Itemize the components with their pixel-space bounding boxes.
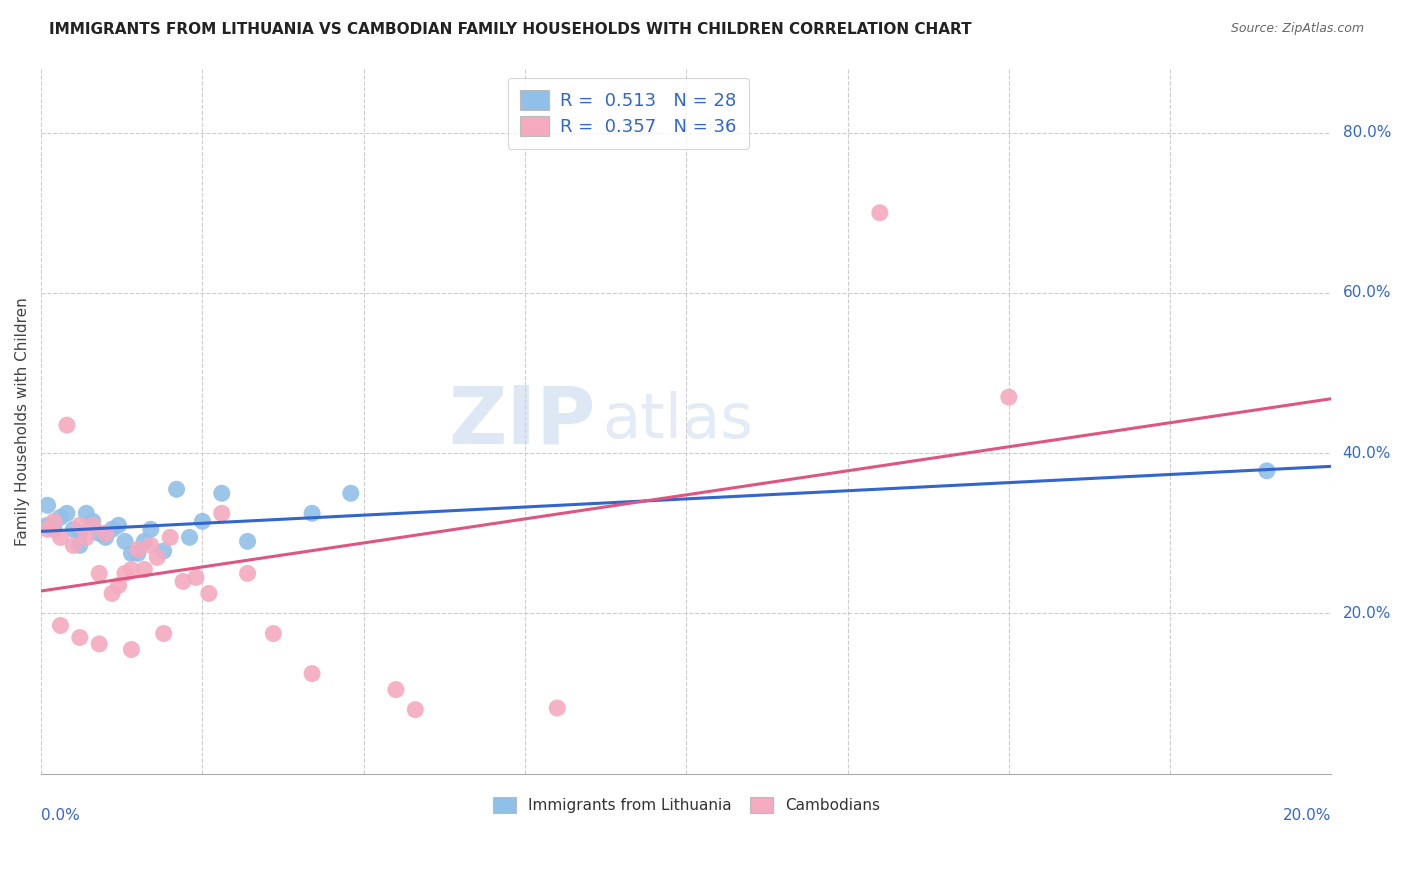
Point — [62, 538, 84, 552]
Point — [301, 666, 323, 681]
Point — [69, 538, 91, 552]
Point — [101, 586, 124, 600]
Text: Source: ZipAtlas.com: Source: ZipAtlas.com — [1230, 22, 1364, 36]
Point — [37, 518, 59, 533]
Point — [211, 506, 233, 520]
Point — [114, 566, 136, 581]
Text: 20.0%: 20.0% — [1284, 808, 1331, 823]
Point — [42, 522, 65, 536]
Point — [69, 518, 91, 533]
Point — [152, 626, 174, 640]
Point — [75, 530, 97, 544]
Point — [998, 390, 1021, 404]
Point — [166, 482, 188, 496]
Point — [134, 562, 156, 576]
Point — [179, 530, 201, 544]
Point — [89, 566, 111, 581]
Point — [120, 546, 142, 560]
Point — [120, 562, 142, 576]
Text: atlas: atlas — [602, 391, 754, 451]
Point — [172, 574, 194, 589]
Point — [339, 486, 361, 500]
Point — [56, 506, 79, 520]
Point — [159, 530, 181, 544]
Point — [134, 534, 156, 549]
Point — [191, 514, 214, 528]
Point — [236, 534, 259, 549]
Point — [146, 550, 169, 565]
Point — [75, 506, 97, 520]
Legend: Immigrants from Lithuania, Cambodians: Immigrants from Lithuania, Cambodians — [486, 791, 886, 819]
Text: 0.0%: 0.0% — [41, 808, 80, 823]
Text: 20.0%: 20.0% — [1343, 606, 1391, 621]
Point — [94, 526, 117, 541]
Point — [56, 418, 79, 433]
Point — [94, 530, 117, 544]
Text: 60.0%: 60.0% — [1343, 285, 1391, 301]
Point — [49, 510, 72, 524]
Point — [139, 522, 162, 536]
Text: 80.0%: 80.0% — [1343, 125, 1391, 140]
Text: 40.0%: 40.0% — [1343, 446, 1391, 460]
Point — [107, 518, 129, 533]
Text: IMMIGRANTS FROM LITHUANIA VS CAMBODIAN FAMILY HOUSEHOLDS WITH CHILDREN CORRELATI: IMMIGRANTS FROM LITHUANIA VS CAMBODIAN F… — [49, 22, 972, 37]
Point — [869, 206, 891, 220]
Point — [89, 637, 111, 651]
Point — [69, 526, 91, 541]
Point — [69, 631, 91, 645]
Point — [1256, 464, 1278, 478]
Point — [62, 522, 84, 536]
Point — [262, 626, 284, 640]
Point — [139, 538, 162, 552]
Point — [37, 522, 59, 536]
Point — [152, 544, 174, 558]
Point — [198, 586, 221, 600]
Y-axis label: Family Households with Children: Family Households with Children — [15, 297, 30, 546]
Point — [120, 642, 142, 657]
Point — [42, 514, 65, 528]
Point — [546, 701, 568, 715]
Point — [184, 570, 207, 584]
Point — [236, 566, 259, 581]
Point — [82, 518, 104, 533]
Point — [114, 534, 136, 549]
Point — [107, 578, 129, 592]
Point — [211, 486, 233, 500]
Point — [49, 530, 72, 544]
Text: ZIP: ZIP — [449, 382, 596, 460]
Point — [89, 526, 111, 541]
Point — [82, 514, 104, 528]
Point — [37, 498, 59, 512]
Point — [127, 542, 149, 557]
Point — [101, 522, 124, 536]
Point — [49, 618, 72, 632]
Point — [404, 703, 426, 717]
Point — [385, 682, 408, 697]
Point — [127, 546, 149, 560]
Point — [301, 506, 323, 520]
